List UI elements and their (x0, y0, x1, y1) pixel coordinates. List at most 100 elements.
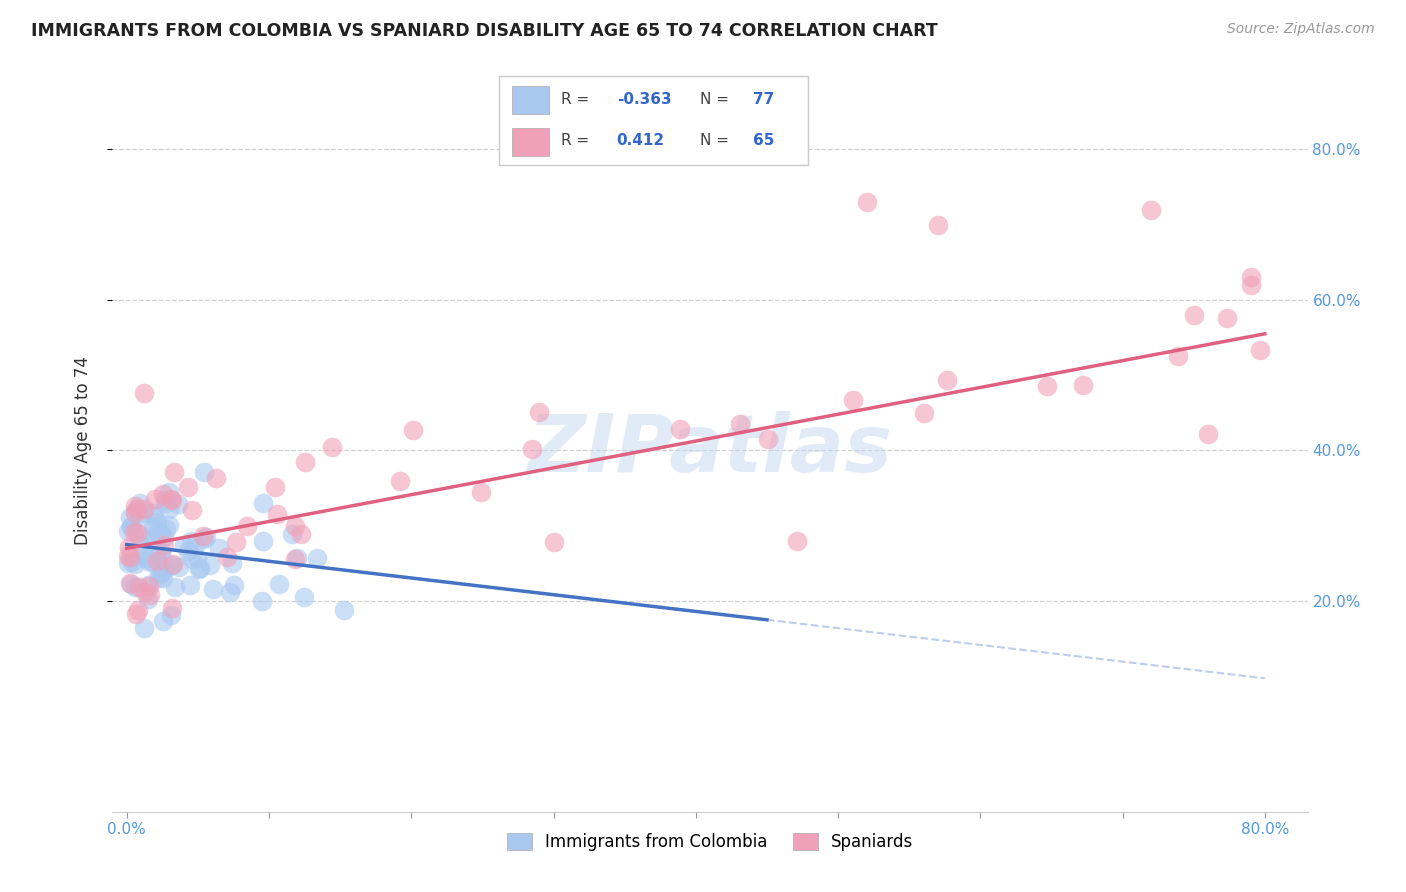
Point (204, 471, 226, 485)
Point (152, 571, 174, 585)
Point (1182, 308, 1205, 322)
Point (173, 538, 195, 552)
Point (292, 590, 315, 604)
Point (136, 578, 159, 592)
Point (290, 526, 312, 541)
Point (155, 496, 177, 510)
Point (166, 497, 188, 511)
Point (117, 549, 139, 563)
Point (157, 518, 180, 533)
Point (333, 602, 356, 616)
Point (1036, 379, 1059, 393)
Point (219, 585, 242, 599)
Point (285, 551, 308, 566)
Point (150, 527, 173, 541)
Point (153, 562, 176, 576)
Point (401, 424, 423, 438)
Point (912, 406, 935, 420)
Point (118, 540, 141, 554)
Point (193, 529, 215, 543)
Point (1140, 202, 1163, 217)
Point (252, 496, 274, 510)
Point (120, 576, 142, 591)
Point (186, 551, 208, 566)
Point (283, 519, 305, 533)
Point (188, 562, 211, 576)
Point (250, 594, 273, 608)
Point (128, 537, 150, 551)
Bar (512, 86, 548, 114)
Point (215, 550, 238, 565)
Text: R =: R = (561, 93, 589, 107)
Point (1216, 311, 1239, 326)
Point (153, 492, 176, 507)
Point (150, 565, 173, 579)
Point (201, 582, 224, 597)
Point (124, 500, 146, 514)
Point (128, 580, 150, 594)
Text: Source: ZipAtlas.com: Source: ZipAtlas.com (1227, 22, 1375, 37)
Point (125, 607, 148, 621)
Point (179, 578, 201, 592)
Text: -0.363: -0.363 (617, 93, 671, 107)
Point (118, 550, 141, 565)
Text: 65: 65 (752, 134, 775, 148)
Point (266, 507, 288, 521)
Point (120, 519, 142, 533)
Point (135, 551, 157, 566)
Point (134, 532, 156, 546)
Point (139, 588, 162, 602)
Point (1073, 378, 1095, 392)
Point (165, 580, 187, 594)
Point (160, 491, 183, 506)
Point (267, 577, 290, 591)
Point (157, 485, 180, 500)
Point (146, 549, 169, 563)
Point (120, 520, 142, 534)
Point (263, 479, 285, 493)
Point (855, 195, 877, 210)
Point (294, 455, 316, 469)
Point (160, 492, 183, 507)
Point (152, 614, 174, 628)
Point (146, 526, 169, 541)
Point (120, 577, 142, 591)
Point (125, 501, 148, 516)
Point (160, 558, 183, 573)
Point (143, 491, 166, 506)
Point (148, 571, 170, 585)
Point (117, 524, 139, 538)
Point (222, 578, 245, 592)
Point (152, 531, 174, 545)
Point (132, 502, 155, 516)
Point (236, 519, 259, 533)
Point (149, 545, 172, 559)
Point (143, 509, 166, 524)
Point (389, 474, 412, 488)
Point (136, 592, 159, 607)
Point (281, 527, 304, 541)
Point (198, 558, 221, 572)
Point (124, 506, 146, 520)
Point (252, 534, 274, 549)
Point (136, 554, 159, 568)
Y-axis label: Disability Age 65 to 74: Disability Age 65 to 74 (73, 356, 91, 545)
Point (167, 560, 190, 574)
Point (127, 603, 149, 617)
Text: 77: 77 (752, 93, 775, 107)
Point (188, 561, 211, 575)
Point (146, 553, 169, 567)
Text: ZIPatlas: ZIPatlas (527, 411, 893, 490)
Point (307, 550, 329, 565)
Point (125, 526, 148, 541)
Point (221, 556, 243, 570)
Point (134, 584, 156, 599)
Point (470, 485, 492, 500)
Point (225, 534, 247, 549)
Point (117, 556, 139, 570)
Point (181, 551, 204, 566)
Point (208, 541, 231, 555)
Point (321, 441, 343, 455)
Point (132, 385, 155, 400)
Point (183, 538, 205, 552)
